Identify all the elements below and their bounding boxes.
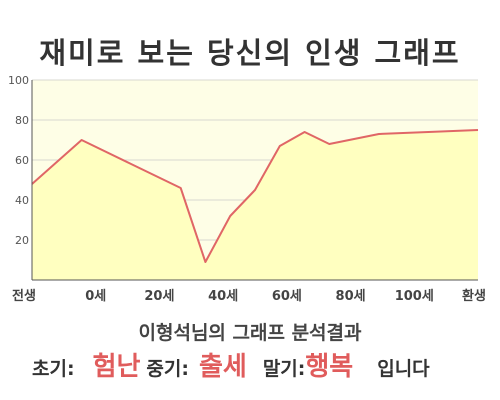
area-fill: [32, 130, 478, 280]
x-tick-label: 0세: [85, 289, 106, 304]
chart-title: 재미로 보는 당신의 인생 그래프: [39, 36, 461, 70]
x-tick-label: 60세: [272, 289, 302, 304]
mid-label: 중기:: [146, 358, 189, 380]
y-tick-label: 20: [15, 234, 29, 247]
x-tick-label: 100세: [395, 289, 434, 304]
x-tick-labels: 전생 0세 20세 40세 60세 80세 100세 환생: [12, 288, 486, 304]
x-tick-label: 80세: [336, 289, 366, 304]
early-label: 초기:: [32, 358, 75, 380]
y-tick-label: 60: [15, 154, 29, 167]
life-graph-chart: 20 40 60 80 100 전생 0세 20세 40세 60세 80세 100세 환생: [8, 74, 486, 304]
analysis-result: 초기: 험난 중기: 출세 말기: 행복 입니다: [0, 346, 500, 383]
y-tick-label: 40: [15, 194, 29, 207]
y-tick-label: 100: [8, 74, 29, 87]
y-tick-label: 80: [15, 114, 29, 127]
x-tick-label: 40세: [208, 289, 238, 304]
analysis-summary: 이형석님의 그래프 분석결과: [138, 322, 362, 344]
mid-value: 출세: [198, 352, 247, 382]
late-value: 행복: [305, 352, 354, 382]
result-suffix: 입니다: [377, 358, 430, 380]
early-value: 험난: [92, 352, 141, 382]
y-tick-labels: 20 40 60 80 100: [8, 74, 29, 247]
x-tick-label: 20세: [144, 289, 174, 304]
life-curve-line: [31, 129, 479, 263]
late-label: 말기:: [262, 358, 306, 380]
x-tick-label: 전생: [12, 288, 36, 304]
x-tick-label: 환생: [462, 288, 486, 304]
